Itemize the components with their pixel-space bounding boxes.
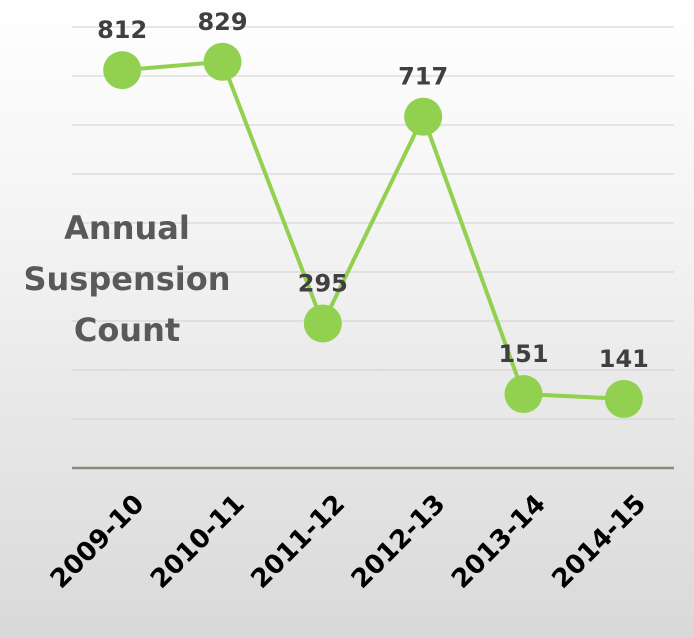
data-label: 829 — [197, 8, 247, 36]
data-point — [103, 51, 142, 90]
chart-title: Annual Suspension Count — [23, 209, 231, 349]
x-tick-label: 2011-12 — [245, 489, 351, 595]
data-label: 151 — [498, 340, 548, 368]
x-tick-label: 2014-15 — [546, 489, 652, 595]
data-label: 295 — [298, 269, 348, 297]
data-label: 812 — [97, 16, 147, 44]
data-label: 141 — [599, 345, 649, 373]
data-point — [404, 97, 443, 136]
data-point — [203, 42, 242, 81]
data-label: 717 — [398, 63, 448, 91]
data-point — [504, 375, 543, 414]
data-point — [604, 379, 643, 418]
x-tick-label: 2010-11 — [145, 489, 251, 595]
x-tick-label: 2009-10 — [45, 489, 151, 595]
x-tick-label: 2012-13 — [346, 489, 452, 595]
data-point — [303, 304, 342, 343]
x-tick-label: 2013-14 — [446, 489, 552, 595]
